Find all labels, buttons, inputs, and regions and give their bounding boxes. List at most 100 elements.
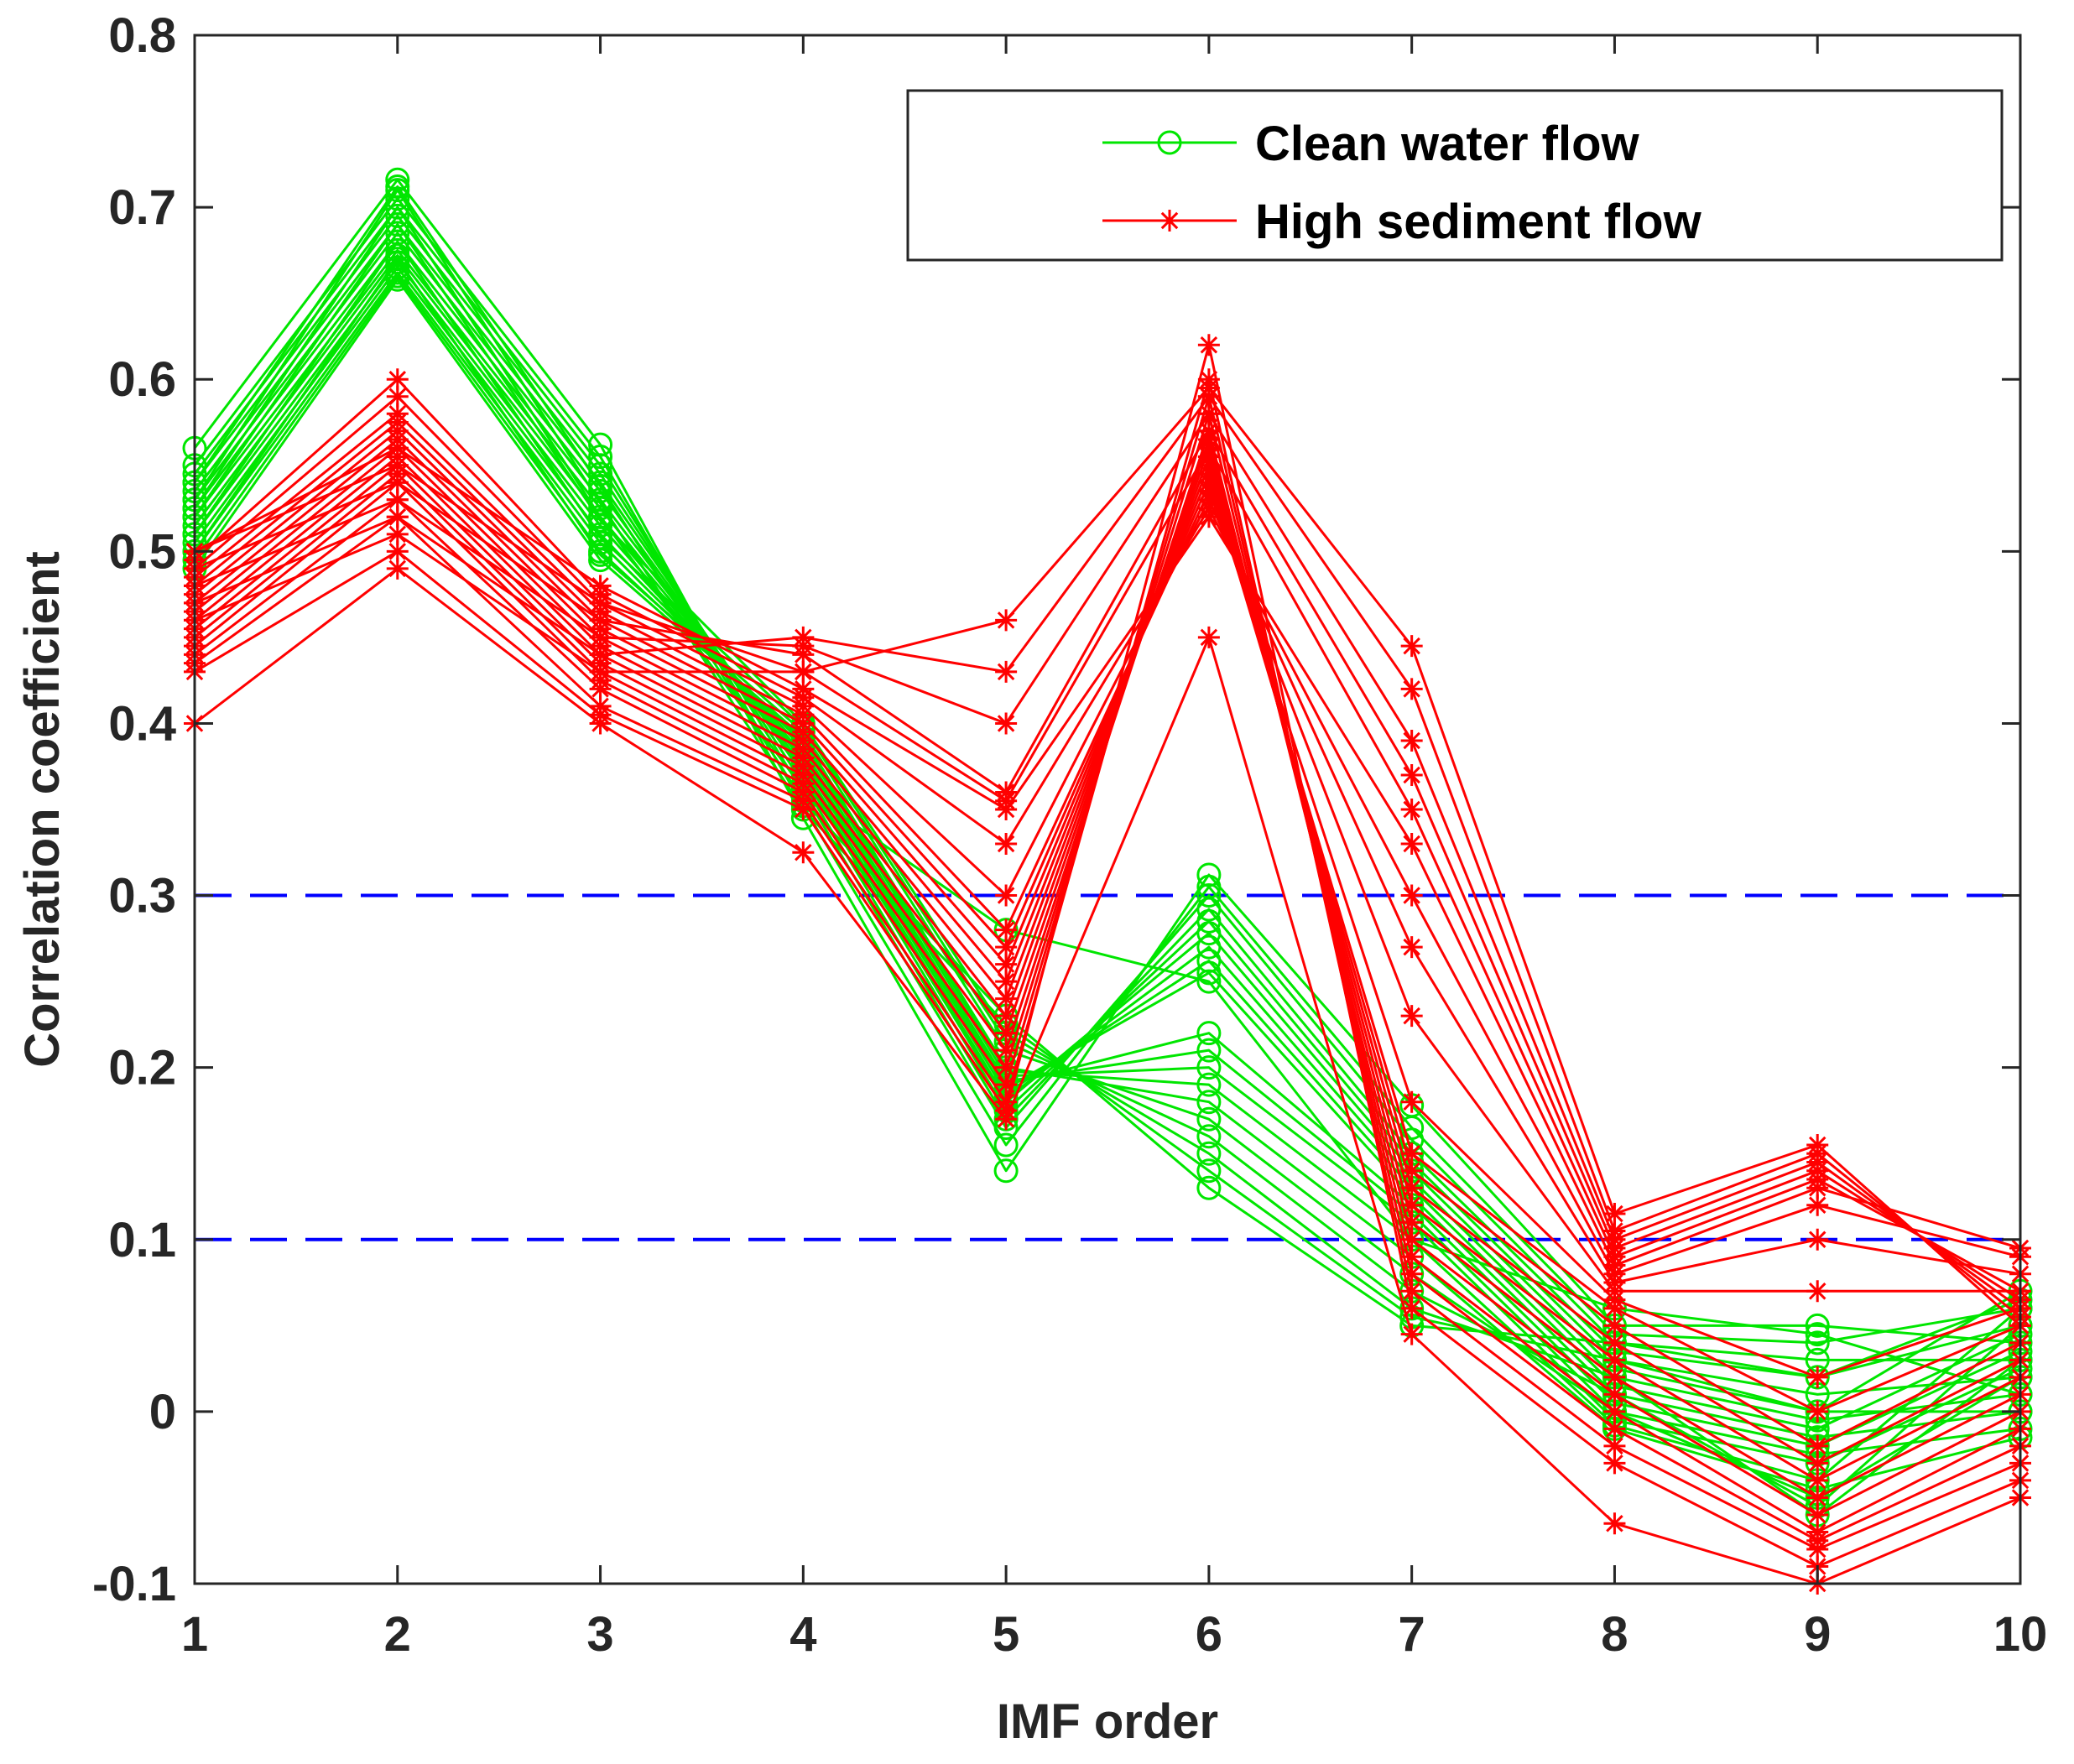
x-tick-labels: 1 2 3 4 5 6 7 8 9 10	[181, 1607, 2047, 1662]
data-point	[1400, 1194, 1423, 1216]
data-point	[1400, 1177, 1423, 1199]
data-point	[386, 368, 409, 391]
data-point	[1603, 1434, 1626, 1457]
x-tick-label-5: 5	[993, 1607, 1019, 1662]
plot-frame	[193, 34, 2022, 1585]
data-point	[589, 643, 612, 666]
x-tick-marks	[193, 35, 2022, 1584]
axes: 1 2 3 4 5 6 7 8 9 10 -0.1 0 0.1 0.2 0.3 0.4 0.5 0.6 0.7 0.…	[15, 8, 2047, 1749]
legend-label-high-sediment-flow: High sediment flow	[1255, 195, 1702, 249]
series-line	[194, 446, 2021, 1293]
data-point	[1196, 1038, 1222, 1063]
legend-star-shape	[1159, 210, 1180, 232]
data-point	[386, 403, 409, 425]
x-tick-label-2: 2	[384, 1607, 411, 1662]
y-axis-label: Correlation coefficient	[15, 551, 70, 1068]
data-point	[1400, 1211, 1423, 1234]
data-point	[1805, 1313, 1830, 1338]
data-point	[1400, 1262, 1423, 1285]
data-point	[1196, 1055, 1222, 1080]
data-point	[1603, 1452, 1626, 1475]
y-tick-label-0.8: 0.8	[108, 8, 176, 63]
y-tick-label-0: 0	[149, 1385, 176, 1439]
data-point	[995, 918, 1018, 941]
data-point	[386, 506, 409, 528]
data-point	[1603, 1314, 1626, 1337]
data-point	[1197, 506, 1220, 528]
x-tick-label-3: 3	[586, 1607, 613, 1662]
y-tick-label-0.7: 0.7	[108, 180, 176, 235]
data-point	[1196, 883, 1222, 908]
series-line	[193, 248, 2021, 1430]
data-point	[1400, 884, 1423, 907]
data-point	[588, 542, 613, 567]
series-line	[193, 254, 2021, 1439]
data-point	[1603, 1418, 1626, 1440]
data-point	[1400, 1142, 1423, 1165]
series-line	[194, 446, 2021, 1465]
data-point	[588, 473, 613, 498]
data-point	[1196, 1141, 1222, 1166]
x-tick-label-9: 9	[1804, 1607, 1831, 1662]
series-line	[193, 240, 2021, 1508]
data-point	[1400, 1228, 1423, 1251]
data-point	[995, 987, 1018, 1010]
series-line	[194, 429, 2021, 1301]
series-line	[194, 429, 2021, 1413]
y-tick-label-0.1: 0.1	[108, 1213, 176, 1267]
data-point	[1806, 1434, 1829, 1457]
x-tick-label-7: 7	[1399, 1607, 1425, 1662]
data-point	[589, 591, 612, 614]
data-point	[386, 557, 409, 580]
data-point	[1806, 1228, 1829, 1251]
data-point	[386, 437, 409, 460]
data-point	[1806, 1486, 1829, 1509]
data-point	[1196, 1090, 1222, 1115]
data-point	[995, 1056, 1018, 1079]
data-point	[995, 712, 1018, 735]
data-point	[1400, 936, 1423, 959]
data-point	[1400, 635, 1423, 658]
data-point	[1806, 1503, 1829, 1526]
data-point	[386, 540, 409, 563]
data-point	[1400, 1005, 1423, 1028]
series-line	[194, 438, 2021, 1499]
legend-star-marker-icon	[1159, 210, 1180, 232]
data-point	[1400, 763, 1423, 786]
data-point	[1400, 678, 1423, 700]
data-point	[792, 841, 815, 864]
series-line	[194, 446, 2021, 1267]
series-line	[193, 223, 2021, 1517]
series-line	[194, 395, 2021, 1284]
data-point	[1196, 1158, 1222, 1184]
data-point	[1197, 377, 1220, 399]
series-line	[194, 446, 2021, 1482]
series-line	[194, 412, 2020, 1293]
data-point	[1603, 1203, 1626, 1225]
data-point	[1806, 1280, 1829, 1303]
data-point	[386, 488, 409, 511]
series-line	[194, 386, 2021, 1327]
data-point	[1603, 1366, 1626, 1388]
data-point	[1603, 1512, 1626, 1535]
high-sediment-series-21	[184, 377, 2031, 1337]
data-point	[1196, 921, 1222, 946]
data-point	[589, 575, 612, 597]
data-point	[1196, 1072, 1222, 1097]
data-point	[1400, 833, 1423, 856]
y-tick-marks	[195, 34, 2020, 1585]
data-point	[993, 1158, 1019, 1184]
data-point	[792, 626, 815, 648]
group-high-sediment-flow	[184, 334, 2031, 1595]
series-line	[193, 223, 2021, 1396]
data-point	[1196, 960, 1222, 986]
data-point	[1806, 1194, 1829, 1216]
data-point	[1400, 1297, 1423, 1319]
data-point	[1196, 1021, 1222, 1046]
data-point	[995, 1022, 1018, 1044]
y-tick-label-0.3: 0.3	[108, 869, 176, 924]
data-point	[1196, 969, 1222, 994]
data-point	[1197, 403, 1220, 425]
